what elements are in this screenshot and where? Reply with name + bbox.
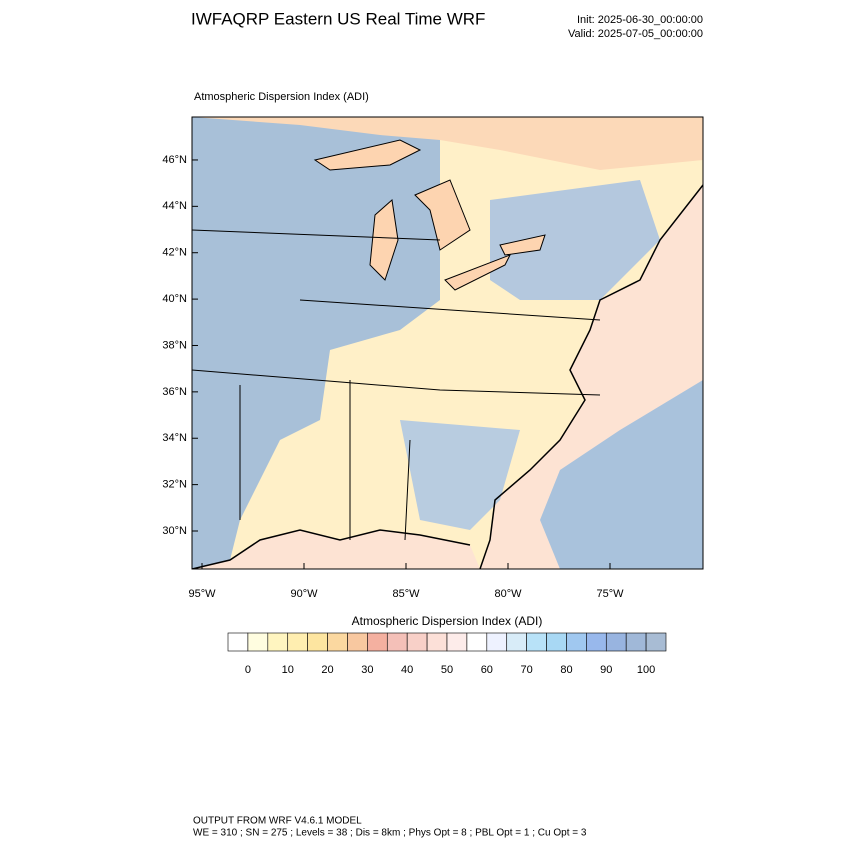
lake-michigan bbox=[369, 199, 399, 281]
init-time: Init: 2025-06-30_00:00:00 bbox=[577, 14, 703, 26]
lake-superior bbox=[313, 139, 422, 171]
lon-tick-label: 90°W bbox=[290, 588, 318, 600]
color-box bbox=[446, 632, 468, 652]
valid-time: Valid: 2025-07-05_00:00:00 bbox=[568, 28, 703, 40]
colorbar-tick-label: 100 bbox=[637, 664, 655, 676]
color-box bbox=[327, 632, 348, 652]
color-box bbox=[566, 632, 587, 652]
color-box bbox=[506, 632, 527, 652]
canada bbox=[192, 117, 703, 170]
colorbar-tick-label: 20 bbox=[321, 664, 333, 676]
lake-ontario bbox=[499, 234, 546, 256]
colorbar-tick-label: 50 bbox=[441, 664, 453, 676]
land-blue-se bbox=[400, 420, 520, 530]
colorbar-tick-label: 90 bbox=[600, 664, 612, 676]
lon-tick-label: 95°W bbox=[188, 588, 216, 600]
lat-tick-label: 36°N bbox=[162, 386, 187, 398]
lon-tick-label: 85°W bbox=[392, 588, 420, 600]
map bbox=[192, 117, 703, 569]
colorbar-tick-label: 80 bbox=[560, 664, 572, 676]
lat-tick-label: 46°N bbox=[162, 154, 187, 166]
state-borders bbox=[192, 229, 601, 541]
color-box bbox=[367, 632, 388, 652]
lat-tick-label: 42°N bbox=[162, 247, 187, 259]
lat-tick-label: 38°N bbox=[162, 339, 187, 351]
colorbar-title: Atmospheric Dispersion Index (ADI) bbox=[352, 614, 543, 628]
lat-tick-label: 34°N bbox=[162, 432, 187, 444]
color-box bbox=[307, 632, 328, 652]
color-box bbox=[227, 632, 249, 652]
title: IWFAQRP Eastern US Real Time WRF bbox=[191, 9, 485, 28]
color-box bbox=[466, 632, 488, 652]
footer-line: OUTPUT FROM WRF V4.6.1 MODEL bbox=[193, 816, 362, 827]
land-blue-ne bbox=[490, 180, 660, 300]
footer-line: WE = 310 ; SN = 275 ; Levels = 38 ; Dis … bbox=[193, 828, 587, 839]
map-frame bbox=[191, 116, 704, 570]
color-box bbox=[546, 632, 567, 652]
lake-huron bbox=[414, 179, 471, 251]
lat-tick-label: 32°N bbox=[162, 479, 187, 491]
color-box bbox=[426, 632, 448, 652]
lon-tick-label: 75°W bbox=[596, 588, 624, 600]
colorbar-tick-label: 60 bbox=[481, 664, 493, 676]
color-box bbox=[605, 632, 627, 652]
color-box bbox=[645, 632, 667, 652]
lat-tick-label: 44°N bbox=[162, 200, 187, 212]
lat-tick-label: 30°N bbox=[162, 525, 187, 537]
color-box bbox=[526, 632, 547, 652]
colorbar-tick-label: 30 bbox=[361, 664, 373, 676]
colorbar-tick-label: 0 bbox=[245, 664, 251, 676]
color-box bbox=[247, 632, 269, 652]
color-box bbox=[386, 632, 408, 652]
color-box bbox=[406, 632, 428, 652]
lat-tick-label: 40°N bbox=[162, 293, 187, 305]
ocean-blob bbox=[540, 380, 703, 569]
color-box bbox=[486, 632, 508, 652]
color-box bbox=[625, 632, 647, 652]
color-box bbox=[347, 632, 368, 652]
colorbar-tick-label: 10 bbox=[282, 664, 294, 676]
colorbar-tick-label: 70 bbox=[521, 664, 533, 676]
color-box bbox=[586, 632, 607, 652]
map-label: Atmospheric Dispersion Index (ADI) bbox=[194, 91, 369, 103]
coastline bbox=[192, 184, 703, 569]
lon-tick-label: 80°W bbox=[494, 588, 522, 600]
lake-erie bbox=[444, 254, 512, 291]
color-box bbox=[287, 632, 308, 652]
color-box bbox=[267, 632, 289, 652]
colorbar-tick-label: 40 bbox=[401, 664, 413, 676]
